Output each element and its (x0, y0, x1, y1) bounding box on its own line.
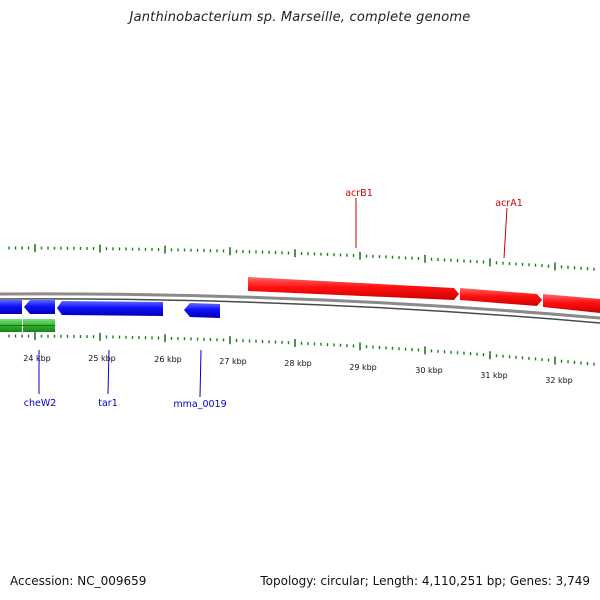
gene-label-acrA1[interactable]: acrA1 (495, 198, 523, 209)
accession-text: Accession: NC_009659 (10, 574, 147, 588)
gene-arrow-tar1[interactable] (57, 301, 163, 316)
gene-arrow-cheW2[interactable] (24, 300, 55, 314)
genome-stats-text: Topology: circular; Length: 4,110,251 bp… (260, 574, 590, 588)
scale-label-27kbp: 27 kbp (219, 357, 247, 366)
genome-title: Janthinobacterium sp. Marseille, complet… (129, 10, 471, 25)
scale-label-28kbp: 28 kbp (284, 359, 312, 368)
scale-label-24kbp: 24 kbp (23, 354, 51, 363)
gene-arrow-mma_0019[interactable] (184, 303, 220, 318)
gene-label-mma_0019[interactable]: mma_0019 (173, 399, 226, 410)
gene-label-cheW2[interactable]: cheW2 (24, 398, 57, 409)
scale-label-30kbp: 30 kbp (415, 366, 443, 375)
callout-line-mma_0019 (199, 349, 202, 398)
gene-arrow-1[interactable] (248, 277, 459, 300)
scale-label-31kbp: 31 kbp (480, 371, 508, 380)
gene-arrow-acrA1[interactable] (543, 294, 600, 313)
backbone-outer (0, 292, 600, 320)
reverse-ticks (8, 332, 595, 366)
scale-label-26kbp: 26 kbp (154, 355, 182, 364)
gene-arrow-acrB1[interactable] (460, 288, 542, 306)
forward-ticks (8, 244, 595, 271)
callout-line-tar1 (107, 349, 110, 395)
gene-arrow-2[interactable] (0, 300, 22, 314)
scale-label-29kbp: 29 kbp (349, 363, 377, 372)
scale-label-32kbp: 32 kbp (545, 376, 573, 385)
gene-label-tar1[interactable]: tar1 (98, 398, 118, 409)
scale-label-25kbp: 25 kbp (88, 354, 116, 363)
backbone-inner (0, 298, 600, 324)
gene-label-acrB1[interactable]: acrB1 (345, 188, 373, 199)
callout-line-acrA1 (503, 207, 508, 259)
